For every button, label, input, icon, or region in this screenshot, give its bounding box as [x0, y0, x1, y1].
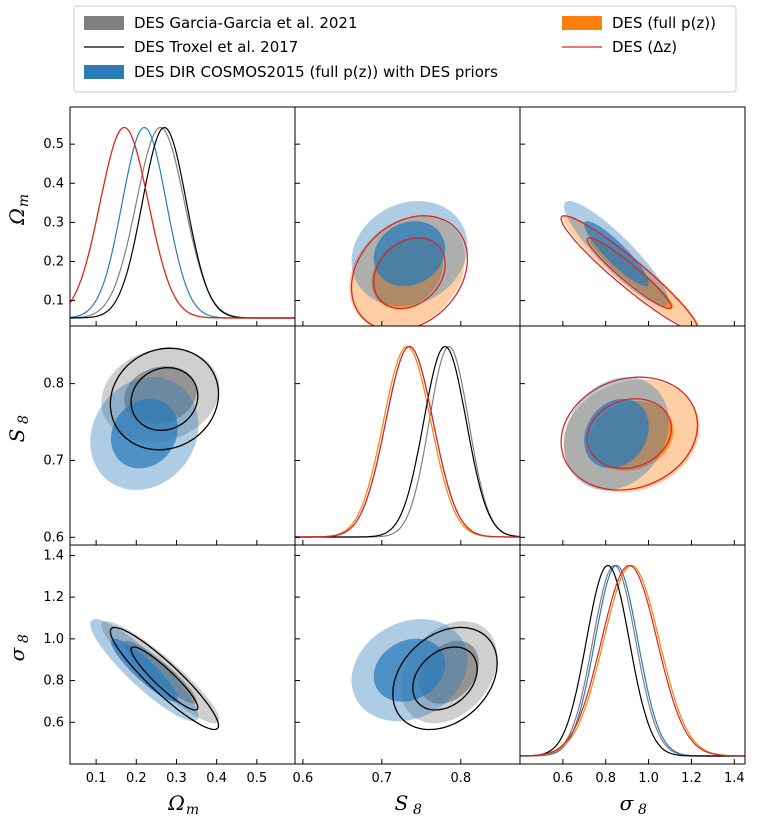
x-axis-label-sigma8: σ [620, 791, 635, 815]
x-tick-label-S8: 0.6 [293, 771, 314, 786]
y-tick-label-Omega_m: 0.3 [43, 215, 64, 230]
y-tick-label-S8: 0.8 [43, 377, 64, 392]
panel-frame-1-1 [294, 325, 521, 546]
panel-frame-0-0 [69, 106, 296, 327]
curve-dz-sigma8 [520, 564, 745, 757]
y-axis-label-S8: S [5, 429, 29, 443]
legend-swatch-garcia [84, 16, 124, 30]
y-axis-sub-Omega_m: m [16, 194, 32, 207]
legend-entry-full: DES (full p(z)) [562, 14, 716, 32]
contour-dz-1sigma [373, 237, 446, 310]
curve-full-sigma8 [520, 564, 745, 757]
x-axis-sub-sigma8: 8 [638, 802, 647, 818]
y-tick-label-Omega_m: 0.4 [43, 176, 64, 191]
diag-panel-Omega_m [70, 126, 295, 319]
contour-troxel-2sigma [109, 626, 220, 731]
y-tick-label-Omega_m: 0.5 [43, 137, 64, 152]
legend-entry-troxel: DES Troxel et al. 2017 [84, 38, 298, 56]
x-tick-label-Omega_m: 0.3 [166, 771, 187, 786]
x-tick-label-Omega_m: 0.5 [246, 771, 267, 786]
x-tick-label-S8: 0.7 [371, 771, 392, 786]
x-axis-label-Omega_m: Ω [167, 791, 185, 815]
x-axis-sub-S8: 8 [413, 802, 422, 818]
contour-dir-1sigma [584, 398, 649, 469]
y-tick-label-sigma8: 1.2 [43, 590, 64, 605]
contour-troxel-2sigma [392, 626, 498, 731]
contour-troxel-1sigma [130, 646, 199, 711]
contour-troxel-1sigma [412, 646, 478, 711]
legend-label-garcia: DES Garcia-Garcia et al. 2021 [134, 14, 358, 32]
curve-troxel-S8 [295, 345, 520, 538]
contour-troxel-2sigma [109, 347, 220, 451]
panel-sigma8-vs-Omega_m [560, 201, 700, 326]
curve-troxel-sigma8 [520, 565, 745, 757]
y-tick-label-sigma8: 1.0 [43, 632, 64, 647]
x-tick-label-sigma8: 0.8 [595, 771, 616, 786]
legend-swatch-full [562, 16, 602, 30]
curve-troxel-Omega_m [70, 126, 295, 319]
y-tick-label-sigma8: 0.6 [43, 715, 64, 730]
panel-S8-vs-Omega_m [349, 201, 469, 326]
y-tick-label-sigma8: 0.8 [43, 674, 64, 689]
y-tick-label-sigma8: 1.4 [43, 548, 64, 563]
panel-S8-vs-sigma8 [351, 619, 498, 731]
legend-entry-dz: DES (Δz) [562, 38, 677, 56]
panel-frame-0-2 [69, 544, 296, 765]
panel-sigma8-vs-S8 [560, 376, 700, 493]
x-tick-label-sigma8: 1.0 [638, 771, 659, 786]
x-tick-label-Omega_m: 0.4 [206, 771, 227, 786]
diag-panel-sigma8 [520, 564, 745, 757]
legend: DES Garcia-Garcia et al. 2021 DES Troxel… [73, 5, 737, 93]
x-tick-label-sigma8: 1.4 [724, 771, 745, 786]
x-tick-label-Omega_m: 0.2 [126, 771, 147, 786]
x-tick-label-sigma8: 0.6 [553, 771, 574, 786]
contour-dir-1sigma [111, 398, 178, 469]
legend-label-full: DES (full p(z)) [612, 14, 716, 32]
contour-dir-1sigma [373, 638, 446, 702]
curve-dz-Omega_m [70, 126, 295, 319]
y-axis-label-Omega_m: Ω [5, 208, 29, 226]
contour-dz-2sigma [560, 376, 699, 491]
legend-label-troxel: DES Troxel et al. 2017 [134, 38, 298, 56]
panel-Omega_m-vs-S8 [90, 347, 220, 490]
legend-swatch-dir [84, 65, 124, 79]
x-axis-label-S8: S [395, 791, 409, 815]
y-tick-label-S8: 0.7 [43, 453, 64, 468]
legend-entry-dir: DES DIR COSMOS2015 (full p(z)) with DES … [84, 63, 498, 81]
y-tick-label-Omega_m: 0.1 [43, 294, 64, 309]
y-axis-label-sigma8: σ [5, 646, 29, 661]
y-tick-label-S8: 0.6 [43, 530, 64, 545]
contour-dir-1sigma [584, 221, 649, 287]
x-tick-label-sigma8: 1.2 [681, 771, 702, 786]
curve-dz-S8 [295, 345, 520, 538]
panel-frame-2-2 [519, 544, 746, 765]
y-axis-sub-sigma8: 8 [16, 634, 32, 643]
curve-garcia-Omega_m [70, 126, 295, 319]
legend-label-dir: DES DIR COSMOS2015 (full p(z)) with DES … [134, 63, 498, 81]
x-tick-label-S8: 0.8 [450, 771, 471, 786]
legend-entry-garcia: DES Garcia-Garcia et al. 2021 [84, 14, 358, 32]
contour-dz-1sigma [586, 237, 672, 310]
curve-full-Omega_m [70, 126, 295, 319]
corner-panels [70, 126, 745, 757]
contour-dz-2sigma [350, 215, 469, 326]
diag-panel-S8 [295, 345, 520, 538]
contour-dz-2sigma [560, 215, 698, 326]
legend-label-dz: DES (Δz) [612, 38, 677, 56]
x-tick-label-Omega_m: 0.1 [86, 771, 107, 786]
contour-dz-1sigma [586, 398, 672, 470]
corner-axes: 0.1 0.2 0.3 0.4 0.5Ω m0.6 0.7 0.8S 80.6 0.8 1.0 1.2… [5, 106, 746, 818]
contour-troxel-1sigma [130, 367, 199, 431]
x-axis-sub-Omega_m: m [186, 802, 199, 818]
curve-dir-Omega_m [70, 126, 295, 319]
contour-dir-1sigma [373, 221, 446, 287]
y-axis-sub-S8: 8 [16, 415, 32, 424]
y-tick-label-Omega_m: 0.2 [43, 254, 64, 269]
panel-Omega_m-vs-sigma8 [90, 619, 220, 731]
